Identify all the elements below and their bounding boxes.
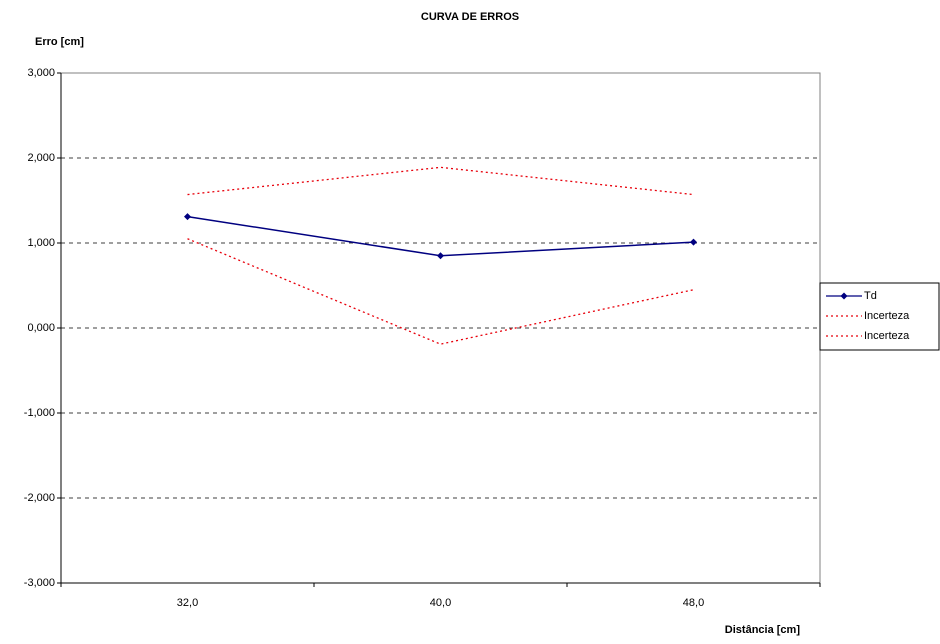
y-tick-label: 3,000 bbox=[27, 67, 55, 79]
y-tick-label: 1,000 bbox=[27, 237, 55, 249]
series-line bbox=[187, 215, 694, 257]
x-axis-label: Distância [cm] bbox=[725, 624, 801, 636]
series-line bbox=[187, 166, 694, 196]
y-tick-label: -1,000 bbox=[24, 407, 55, 419]
legend-marker bbox=[840, 292, 848, 300]
legend-label: Incerteza bbox=[864, 330, 910, 342]
legend-label: Td bbox=[864, 290, 877, 302]
y-tick-label: 0,000 bbox=[27, 322, 55, 334]
legend-label: Incerteza bbox=[864, 310, 910, 322]
legend-box bbox=[819, 282, 940, 351]
y-axis-label: Erro [cm] bbox=[35, 36, 84, 48]
x-tick-label: 32,0 bbox=[177, 597, 198, 609]
point bbox=[184, 213, 191, 221]
y-tick-label: -2,000 bbox=[24, 492, 55, 504]
y-tick-label: 2,000 bbox=[27, 152, 55, 164]
y-tick-label: -3,000 bbox=[24, 577, 55, 589]
point bbox=[437, 252, 444, 260]
chart-title: CURVA DE ERROS bbox=[421, 11, 519, 23]
x-tick-label: 40,0 bbox=[430, 597, 451, 609]
point bbox=[690, 238, 697, 246]
x-tick-label: 48,0 bbox=[683, 597, 704, 609]
series-line bbox=[187, 238, 694, 345]
